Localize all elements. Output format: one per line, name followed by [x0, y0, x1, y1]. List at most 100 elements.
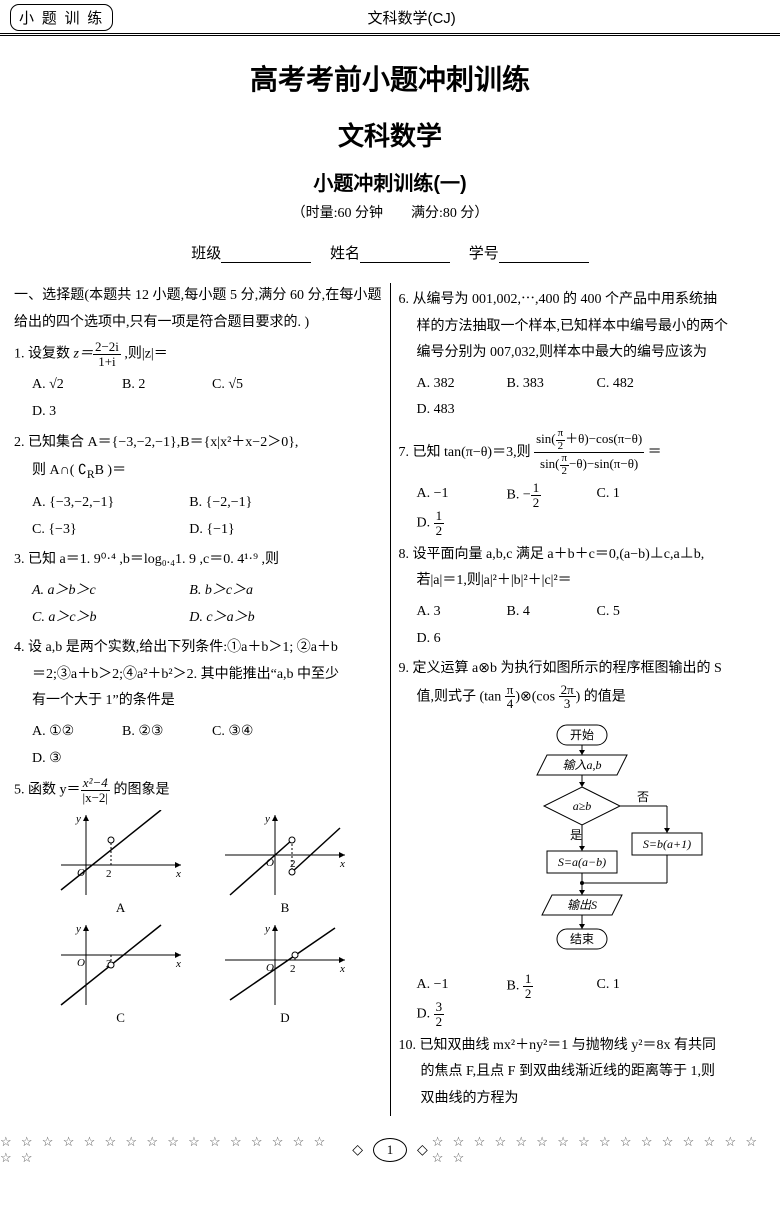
- graph-b-svg: x y O 2: [220, 810, 350, 900]
- q7-opt-d[interactable]: D. 12: [417, 509, 497, 537]
- q2-opt-a[interactable]: A. {−3,−2,−1}: [32, 490, 189, 517]
- q1-opt-c[interactable]: C. √5: [212, 372, 292, 399]
- q1-frac: 2−2i1+i: [93, 340, 121, 368]
- svg-text:y: y: [264, 923, 270, 935]
- blank-name[interactable]: [360, 246, 450, 263]
- q7-opt-c[interactable]: C. 1: [597, 481, 677, 509]
- q9-opt-a[interactable]: A. −1: [417, 972, 497, 1000]
- header-logo: 小 题 训 练: [10, 4, 113, 31]
- svg-text:O: O: [77, 957, 85, 969]
- page-footer: ☆ ☆ ☆ ☆ ☆ ☆ ☆ ☆ ☆ ☆ ☆ ☆ ☆ ☆ ☆ ☆ ☆ ☆ ◇ 1 …: [0, 1134, 780, 1166]
- svg-text:否: 否: [637, 790, 649, 804]
- q2-line2: 则 A∩( ∁RB )＝: [32, 456, 382, 486]
- graph-c-svg: x y O 2: [56, 920, 186, 1010]
- q5-graph-d[interactable]: x y O 2 D: [203, 920, 367, 1030]
- q7-stem: 7. 已知 tan(π−θ)＝3,则 sin(π2＋θ)−cos(π−θ) si…: [399, 428, 767, 477]
- q3-opt-b[interactable]: B. b＞c＞a: [189, 578, 346, 605]
- title-block: 高考考前小题冲刺训练 文科数学 小题冲刺训练(一) （时量:60 分钟 满分:8…: [0, 58, 780, 222]
- q4-opt-d[interactable]: D. ③: [32, 746, 112, 773]
- header-subject-tag: 文科数学(CJ): [113, 7, 710, 28]
- q8-options: A. 3 B. 4 C. 5 D. 6: [417, 599, 767, 652]
- q9-options: A. −1 B. 12 C. 1 D. 32: [417, 972, 767, 1029]
- svg-text:2: 2: [290, 963, 296, 975]
- page-number: 1: [373, 1138, 407, 1162]
- q6-opt-b[interactable]: B. 383: [507, 371, 587, 398]
- subject-title: 文科数学: [0, 116, 780, 153]
- svg-text:是: 是: [570, 828, 582, 842]
- svg-text:x: x: [175, 958, 181, 970]
- svg-text:y: y: [75, 813, 81, 825]
- svg-text:y: y: [264, 813, 270, 825]
- q6-opt-a[interactable]: A. 382: [417, 371, 497, 398]
- q4-l1: 4. 设 a,b 是两个实数,给出下列条件:①a＋b＞1; ②a＋b: [14, 635, 382, 662]
- q1-opt-d[interactable]: D. 3: [32, 399, 112, 426]
- q7-opt-b[interactable]: B. −12: [507, 481, 587, 509]
- main-title: 高考考前小题冲刺训练: [0, 58, 780, 98]
- q7-frac: sin(π2＋θ)−cos(π−θ) sin(π2−θ)−sin(π−θ): [534, 428, 644, 477]
- q4-opt-c[interactable]: C. ③④: [212, 719, 292, 746]
- svg-text:a≥b: a≥b: [573, 799, 592, 813]
- svg-text:x: x: [339, 963, 345, 975]
- q2-opt-b[interactable]: B. {−2,−1}: [189, 490, 346, 517]
- graph-d-svg: x y O 2: [220, 920, 350, 1010]
- q7-opt-a[interactable]: A. −1: [417, 481, 497, 509]
- q6-options: A. 382 B. 383 C. 482 D. 483: [417, 371, 767, 424]
- q2-opt-d[interactable]: D. {−1}: [189, 517, 346, 544]
- right-column: 6. 从编号为 001,002,⋯,400 的 400 个产品中用系统抽 样的方…: [391, 283, 767, 1116]
- svg-text:输入a,b: 输入a,b: [563, 758, 602, 772]
- q4-opt-b[interactable]: B. ②③: [122, 719, 202, 746]
- q5-graph-b[interactable]: x y O 2 B: [203, 810, 367, 920]
- q5-label-b: B: [203, 900, 367, 916]
- q1-opt-b[interactable]: B. 2: [122, 372, 202, 399]
- label-id: 学号: [469, 246, 499, 262]
- q1-stem: 1. 设复数 z＝2−2i1+i ,则|z|＝: [14, 340, 382, 368]
- q3-opt-a[interactable]: A. a＞b＞c: [32, 578, 189, 605]
- svg-text:x: x: [339, 858, 345, 870]
- q8-opt-a[interactable]: A. 3: [417, 599, 497, 626]
- graph-a-svg: x y O 2: [56, 810, 186, 900]
- q2-line1: 2. 已知集合 A＝{−3,−2,−1},B＝{x|x²＋x−2＞0},: [14, 430, 382, 457]
- q3-options: A. a＞b＞c B. b＞c＞a C. a＞c＞b D. c＞a＞b: [32, 578, 382, 631]
- q10-stem: 10. 已知双曲线 mx²＋ny²＝1 与抛物线 y²＝8x 有共同 的焦点 F…: [399, 1033, 767, 1113]
- footer-diamond-right: ◇: [417, 1142, 428, 1159]
- student-blanks: 班级 姓名 学号: [0, 242, 780, 263]
- q3-opt-d[interactable]: D. c＞a＞b: [189, 605, 346, 632]
- blank-class[interactable]: [221, 246, 311, 263]
- q8-opt-b[interactable]: B. 4: [507, 599, 587, 626]
- q5-graph-a[interactable]: x y O 2 A: [38, 810, 202, 920]
- q2-opt-c[interactable]: C. {−3}: [32, 517, 189, 544]
- q9-opt-d[interactable]: D. 32: [417, 1000, 497, 1028]
- q3-opt-c[interactable]: C. a＞c＞b: [32, 605, 189, 632]
- q3-stem: 3. 已知 a＝1. 9⁰·⁴ ,b＝log₀.₄1. 9 ,c＝0. 4¹·⁹…: [14, 547, 382, 574]
- q6-opt-c[interactable]: C. 482: [597, 371, 677, 398]
- q4-l2: ＝2;③a＋b＞2;④a²＋b²＞2. 其中能推出“a,b 中至少: [32, 662, 382, 689]
- q1-options: A. √2 B. 2 C. √5 D. 3: [32, 372, 382, 425]
- q5-frac: x²−4|x−2|: [81, 776, 111, 804]
- q5-graph-c[interactable]: x y O 2 C: [38, 920, 202, 1030]
- svg-text:S=a(a−b): S=a(a−b): [558, 855, 606, 869]
- q1-opt-a[interactable]: A. √2: [32, 372, 112, 399]
- section-instructions: 一、选择题(本题共 12 小题,每小题 5 分,满分 60 分,在每小题给出的四…: [14, 283, 382, 336]
- q7-options: A. −1 B. −12 C. 1 D. 12: [417, 481, 767, 538]
- q4-options: A. ①② B. ②③ C. ③④ D. ③: [32, 719, 382, 772]
- q9-stem: 9. 定义运算 a⊗b 为执行如图所示的程序框图输出的 S 值,则式子 (tan…: [399, 656, 767, 711]
- q1-z: z＝: [74, 347, 93, 362]
- q8-opt-d[interactable]: D. 6: [417, 626, 497, 653]
- svg-text:结束: 结束: [570, 932, 594, 946]
- content-columns: 一、选择题(本题共 12 小题,每小题 5 分,满分 60 分,在每小题给出的四…: [0, 283, 780, 1116]
- q6-opt-d[interactable]: D. 483: [417, 397, 497, 424]
- q8-opt-c[interactable]: C. 5: [597, 599, 677, 626]
- q9-opt-b[interactable]: B. 12: [507, 972, 587, 1000]
- page-header: 小 题 训 练 文科数学(CJ): [0, 0, 780, 36]
- q9-opt-c[interactable]: C. 1: [597, 972, 677, 1000]
- blank-id[interactable]: [499, 246, 589, 263]
- q8-stem: 8. 设平面向量 a,b,c 满足 a＋b＋c＝0,(a−b)⊥c,a⊥b, 若…: [399, 542, 767, 595]
- q9-flowchart: 开始 输入a,b a≥b 否 S=b(a+1) 是 S=a(a−b): [399, 721, 767, 966]
- q5-label-d: D: [203, 1010, 367, 1026]
- q1-mid: ,则|z|＝: [121, 347, 168, 362]
- q4-opt-a[interactable]: A. ①②: [32, 719, 112, 746]
- footer-diamond-left: ◇: [352, 1142, 363, 1159]
- svg-text:x: x: [175, 868, 181, 880]
- q5-stem: 5. 函数 y＝x²−4|x−2| 的图象是: [14, 776, 382, 804]
- q5-label-a: A: [38, 900, 202, 916]
